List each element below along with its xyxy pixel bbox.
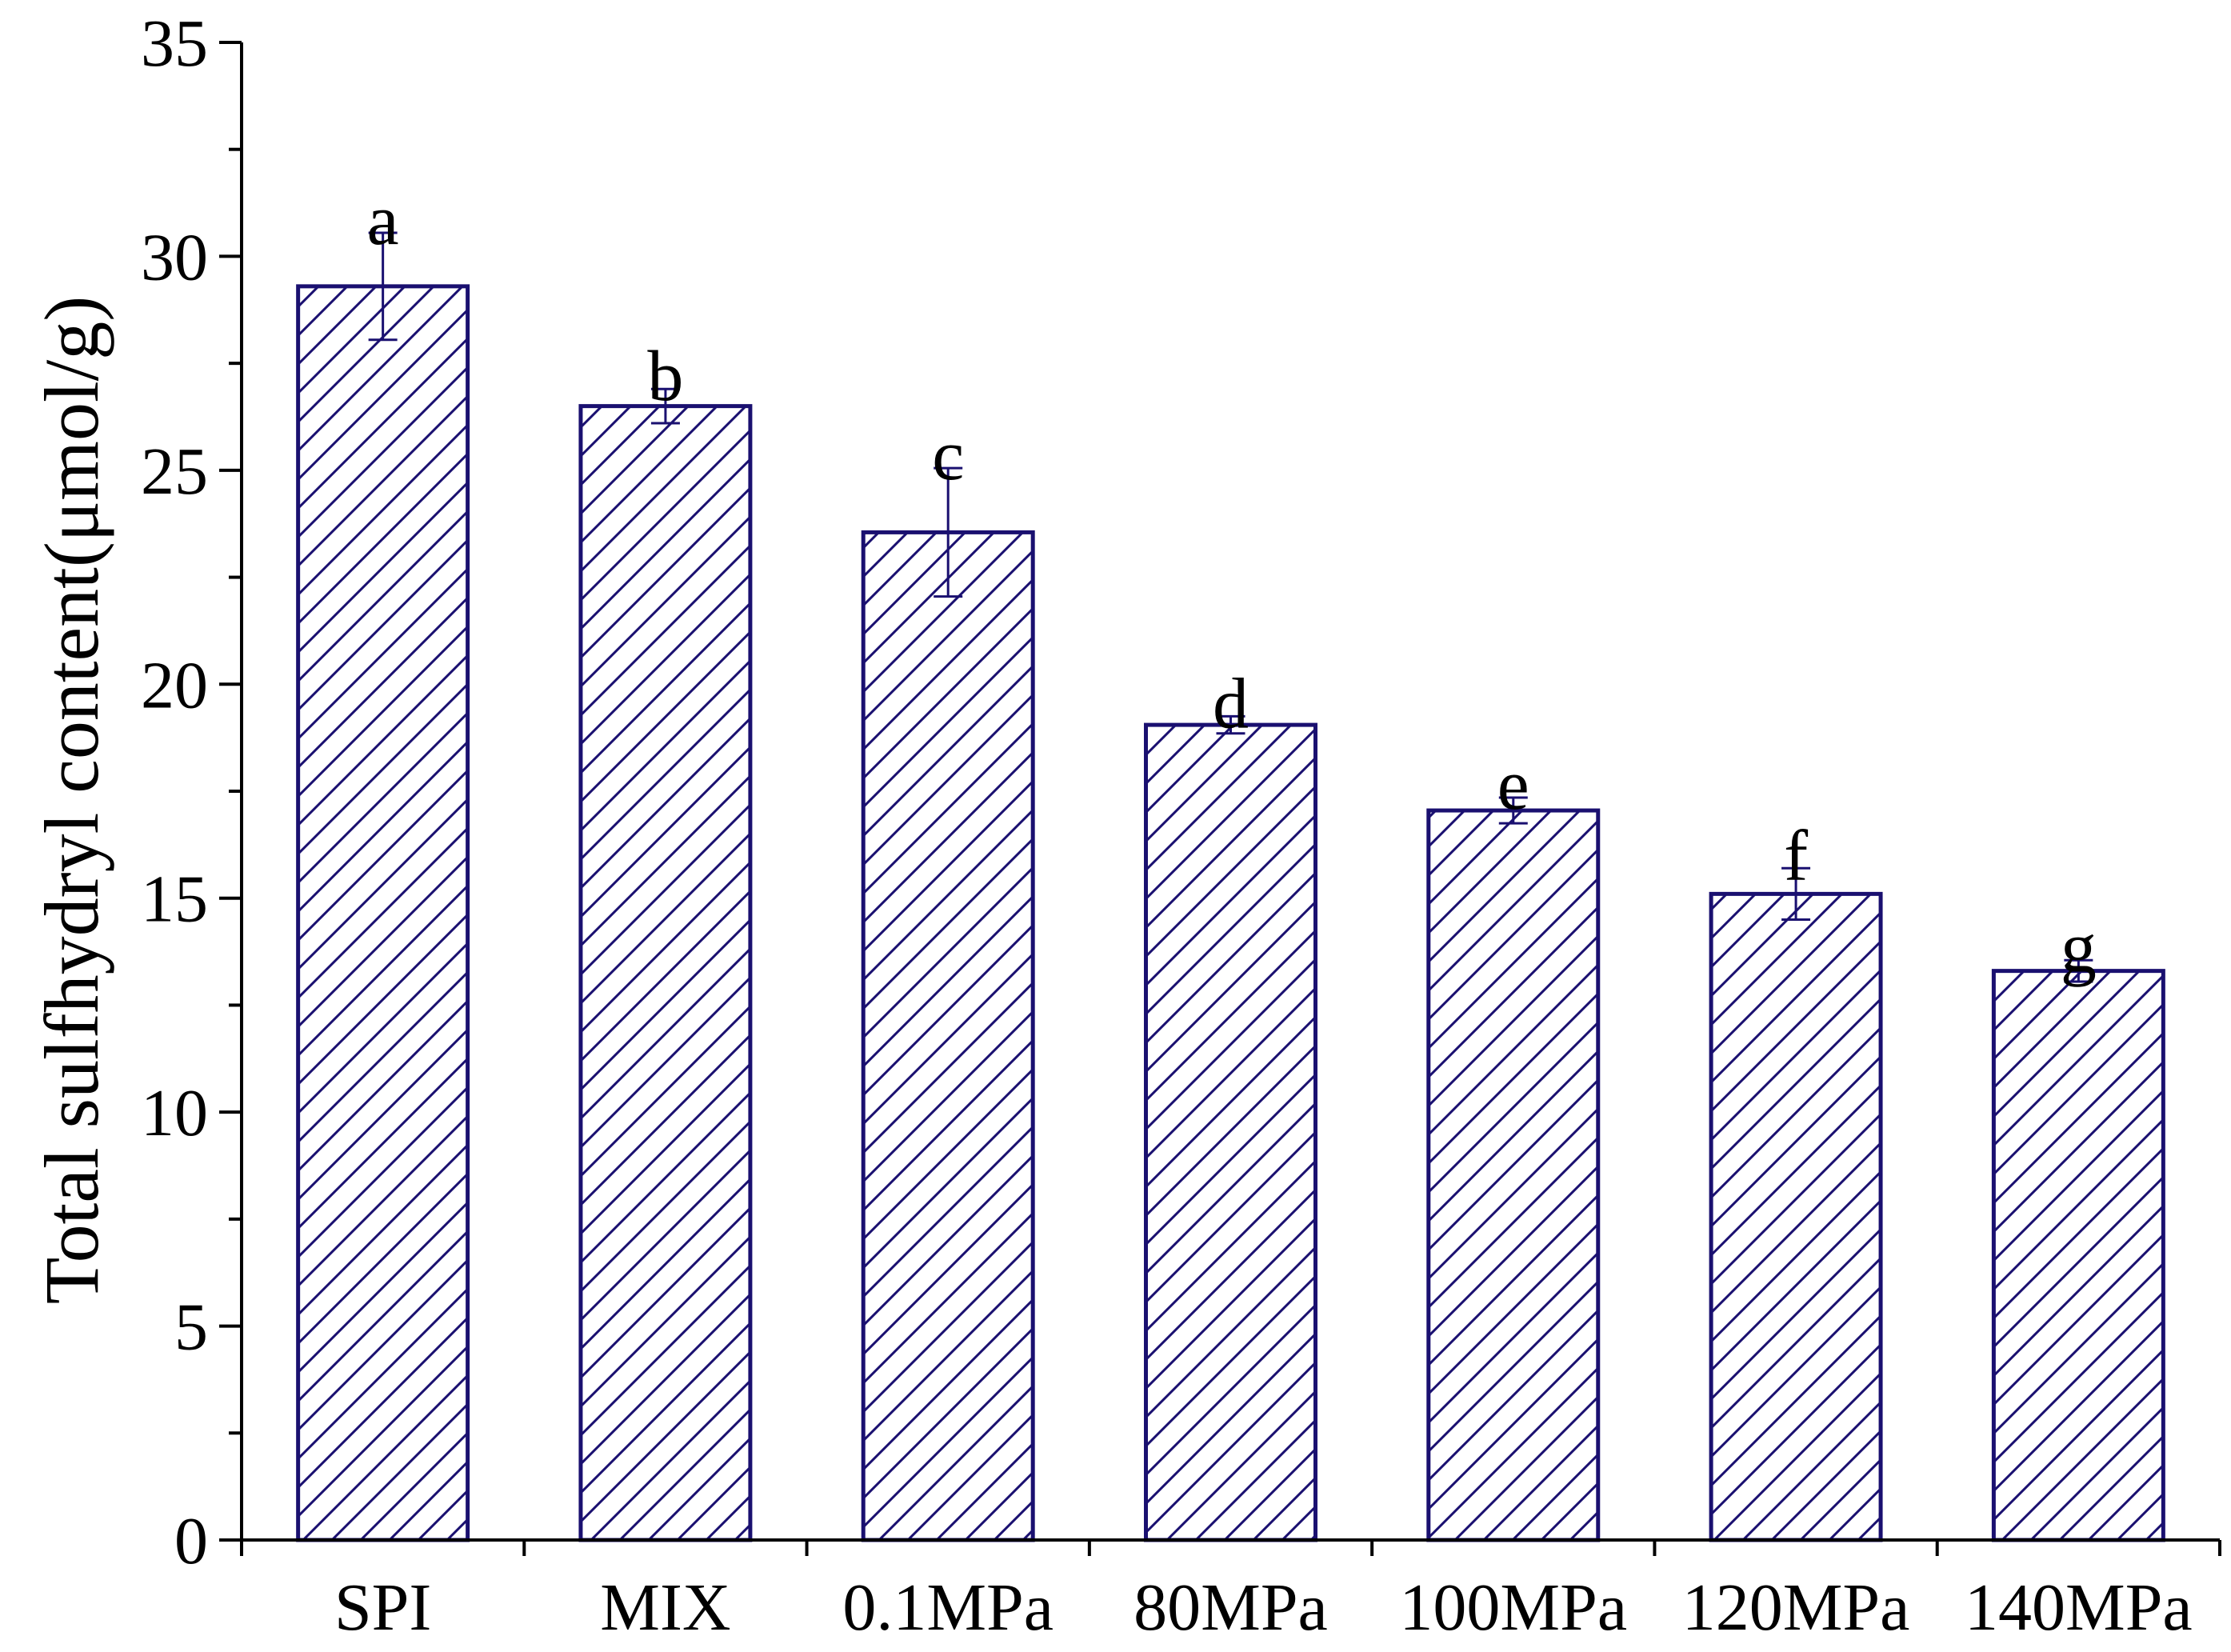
x-tick-label: 120MPa [1682, 1570, 1910, 1645]
error-bars-layer [368, 231, 2093, 983]
bar-spi [296, 284, 470, 1542]
y-tick-label: 0 [174, 1504, 208, 1578]
y-tick-label: 5 [174, 1290, 208, 1365]
significance-letter: g [2061, 908, 2097, 987]
y-tick-label: 30 [141, 220, 208, 294]
y-tick-label: 15 [141, 862, 208, 937]
x-tick-label: 140MPa [1965, 1570, 2193, 1645]
x-tick-label: 0.1MPa [842, 1570, 1054, 1645]
bar-100mpa [1426, 808, 1601, 1542]
significance-letter: a [367, 181, 399, 260]
significance-letter: d [1213, 664, 1249, 743]
bar-80mpa [1144, 722, 1317, 1542]
significance-letter: c [932, 416, 964, 495]
bar-0-1mpa [861, 530, 1035, 1542]
labels-layer: a SPI b MIX c 0.1MPa d 80MPa e 100MPa f 120MPa g 140M… [334, 181, 2193, 1645]
y-ticks-layer: 0 5 10 15 20 25 30 35 [141, 6, 242, 1578]
y-tick-label: 10 [141, 1076, 208, 1150]
x-tick-label: SPI [334, 1570, 431, 1645]
x-tick-label: MIX [600, 1570, 730, 1645]
y-axis-title: Total sulfhydryl content(μmol/g) [29, 296, 114, 1305]
bars-layer [296, 284, 2165, 1542]
significance-letter: b [647, 337, 683, 416]
x-ticks-layer [240, 1540, 2221, 1556]
y-tick-label: 25 [141, 434, 208, 509]
significance-letter: f [1784, 816, 1808, 895]
bar-140mpa [1991, 969, 2165, 1542]
bar-mix [578, 404, 753, 1542]
x-tick-label: 80MPa [1133, 1570, 1328, 1645]
significance-letter: e [1497, 746, 1529, 825]
x-tick-label: 100MPa [1399, 1570, 1627, 1645]
y-tick-label: 20 [141, 648, 208, 722]
y-tick-label: 35 [141, 6, 208, 81]
bar-120mpa [1709, 891, 1883, 1542]
